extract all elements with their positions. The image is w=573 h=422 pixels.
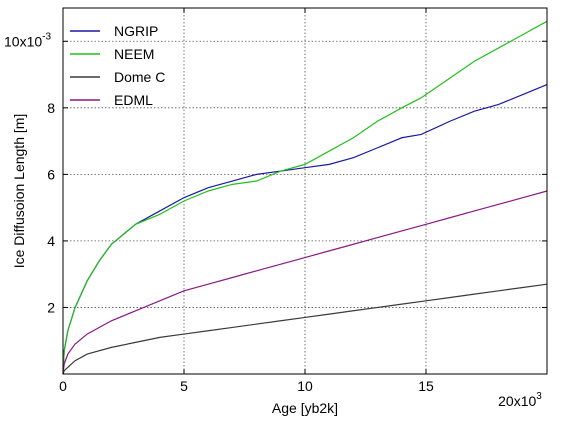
x-axis-multiplier: 20x103 bbox=[498, 391, 542, 409]
series-line-dome-c bbox=[62, 283, 548, 375]
y-axis-label: Ice Diffusoion Length [m] bbox=[11, 114, 27, 269]
x-tick-label: 15 bbox=[418, 378, 434, 394]
y-multiplier-exponent: -3 bbox=[42, 31, 51, 42]
x-tick-label: 0 bbox=[59, 378, 67, 394]
y-tick-label: 6 bbox=[47, 166, 55, 182]
legend-entry: NEEM bbox=[114, 46, 154, 62]
x-tick-label: 5 bbox=[180, 378, 188, 394]
legend-entry: NGRIP bbox=[114, 23, 158, 39]
y-multiplier-base: 10x10 bbox=[4, 33, 42, 49]
x-axis-label: Age [yb2k] bbox=[272, 400, 338, 416]
y-tick-label: 4 bbox=[47, 233, 55, 249]
x-multiplier-base: 20x10 bbox=[498, 393, 536, 409]
legend-entry: Dome C bbox=[114, 69, 165, 85]
x-tick-label: 10 bbox=[297, 378, 313, 394]
legend-entry: EDML bbox=[114, 92, 153, 108]
axis-ticks: 0 5 10 15 2 4 6 8 bbox=[47, 8, 547, 394]
series-line-edml bbox=[62, 190, 548, 375]
legend: NGRIP NEEM Dome C EDML bbox=[70, 23, 165, 108]
series-lines bbox=[62, 20, 548, 375]
x-multiplier-exponent: 3 bbox=[536, 391, 542, 402]
series-line-neem bbox=[62, 20, 548, 375]
y-axis-multiplier: 10x10-3 bbox=[4, 31, 51, 49]
y-tick-label: 2 bbox=[47, 299, 55, 315]
y-tick-label: 8 bbox=[47, 100, 55, 116]
